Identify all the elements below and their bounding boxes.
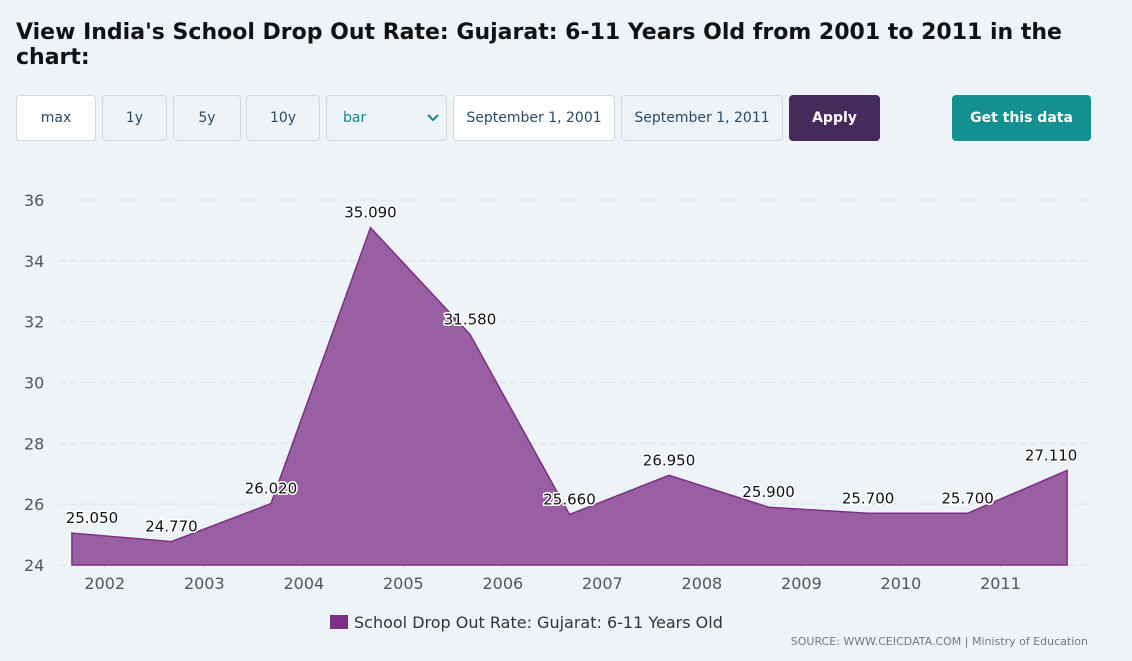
data-label: 27.110 <box>1025 446 1078 464</box>
data-label: 35.090 <box>344 204 397 222</box>
y-tick-label: 30 <box>24 374 44 393</box>
x-tick-label: 2002 <box>84 574 125 593</box>
x-tick-label: 2006 <box>482 574 523 593</box>
chart-type-select[interactable]: bar <box>326 95 447 141</box>
range-button[interactable]: 10y <box>246 95 320 141</box>
select-value: bar <box>343 110 367 126</box>
start-date[interactable]: September 1, 2001 <box>453 95 615 141</box>
y-tick-label: 24 <box>24 556 44 575</box>
area <box>71 226 1068 566</box>
range-button[interactable]: 1y <box>102 95 167 141</box>
data-label: 25.700 <box>941 489 994 507</box>
data-label: 26.020 <box>245 480 298 498</box>
page-title: View India's School Drop Out Rate: Gujar… <box>16 20 1062 70</box>
y-tick-label: 36 <box>24 191 44 210</box>
data-label: 24.770 <box>145 518 198 536</box>
data-label: 31.580 <box>444 310 497 328</box>
legend-swatch <box>330 615 348 629</box>
chevron <box>427 114 439 122</box>
x-tick-label: 2010 <box>881 574 922 593</box>
data-label: 25.660 <box>543 491 596 509</box>
data-label: 25.700 <box>842 489 895 507</box>
get-data-button[interactable]: Get this data <box>952 95 1091 141</box>
x-tick-label: 2009 <box>781 574 822 593</box>
data-label: 25.900 <box>742 483 795 501</box>
y-tick-label: 32 <box>24 313 44 332</box>
x-tick-label: 2008 <box>682 574 723 593</box>
legend-label: School Drop Out Rate: Gujarat: 6-11 Year… <box>354 613 723 632</box>
y-tick-label: 34 <box>24 252 44 271</box>
apply-button[interactable]: Apply <box>789 95 880 141</box>
data-label: 25.050 <box>66 509 119 527</box>
x-tick-label: 2005 <box>383 574 424 593</box>
data-label: 26.950 <box>643 451 696 469</box>
y-tick-label: 26 <box>24 495 44 514</box>
range-button[interactable]: max <box>16 95 96 141</box>
x-tick-label: 2004 <box>283 574 324 593</box>
y-tick-label: 28 <box>24 434 44 453</box>
x-tick-label: 2003 <box>184 574 225 593</box>
range-button[interactable]: 5y <box>173 95 241 141</box>
end-date[interactable]: September 1, 2011 <box>621 95 783 141</box>
source: SOURCE: WWW.CEICDATA.COM | Ministry of E… <box>791 635 1088 648</box>
x-tick-label: 2007 <box>582 574 623 593</box>
x-tick-label: 2011 <box>980 574 1021 593</box>
